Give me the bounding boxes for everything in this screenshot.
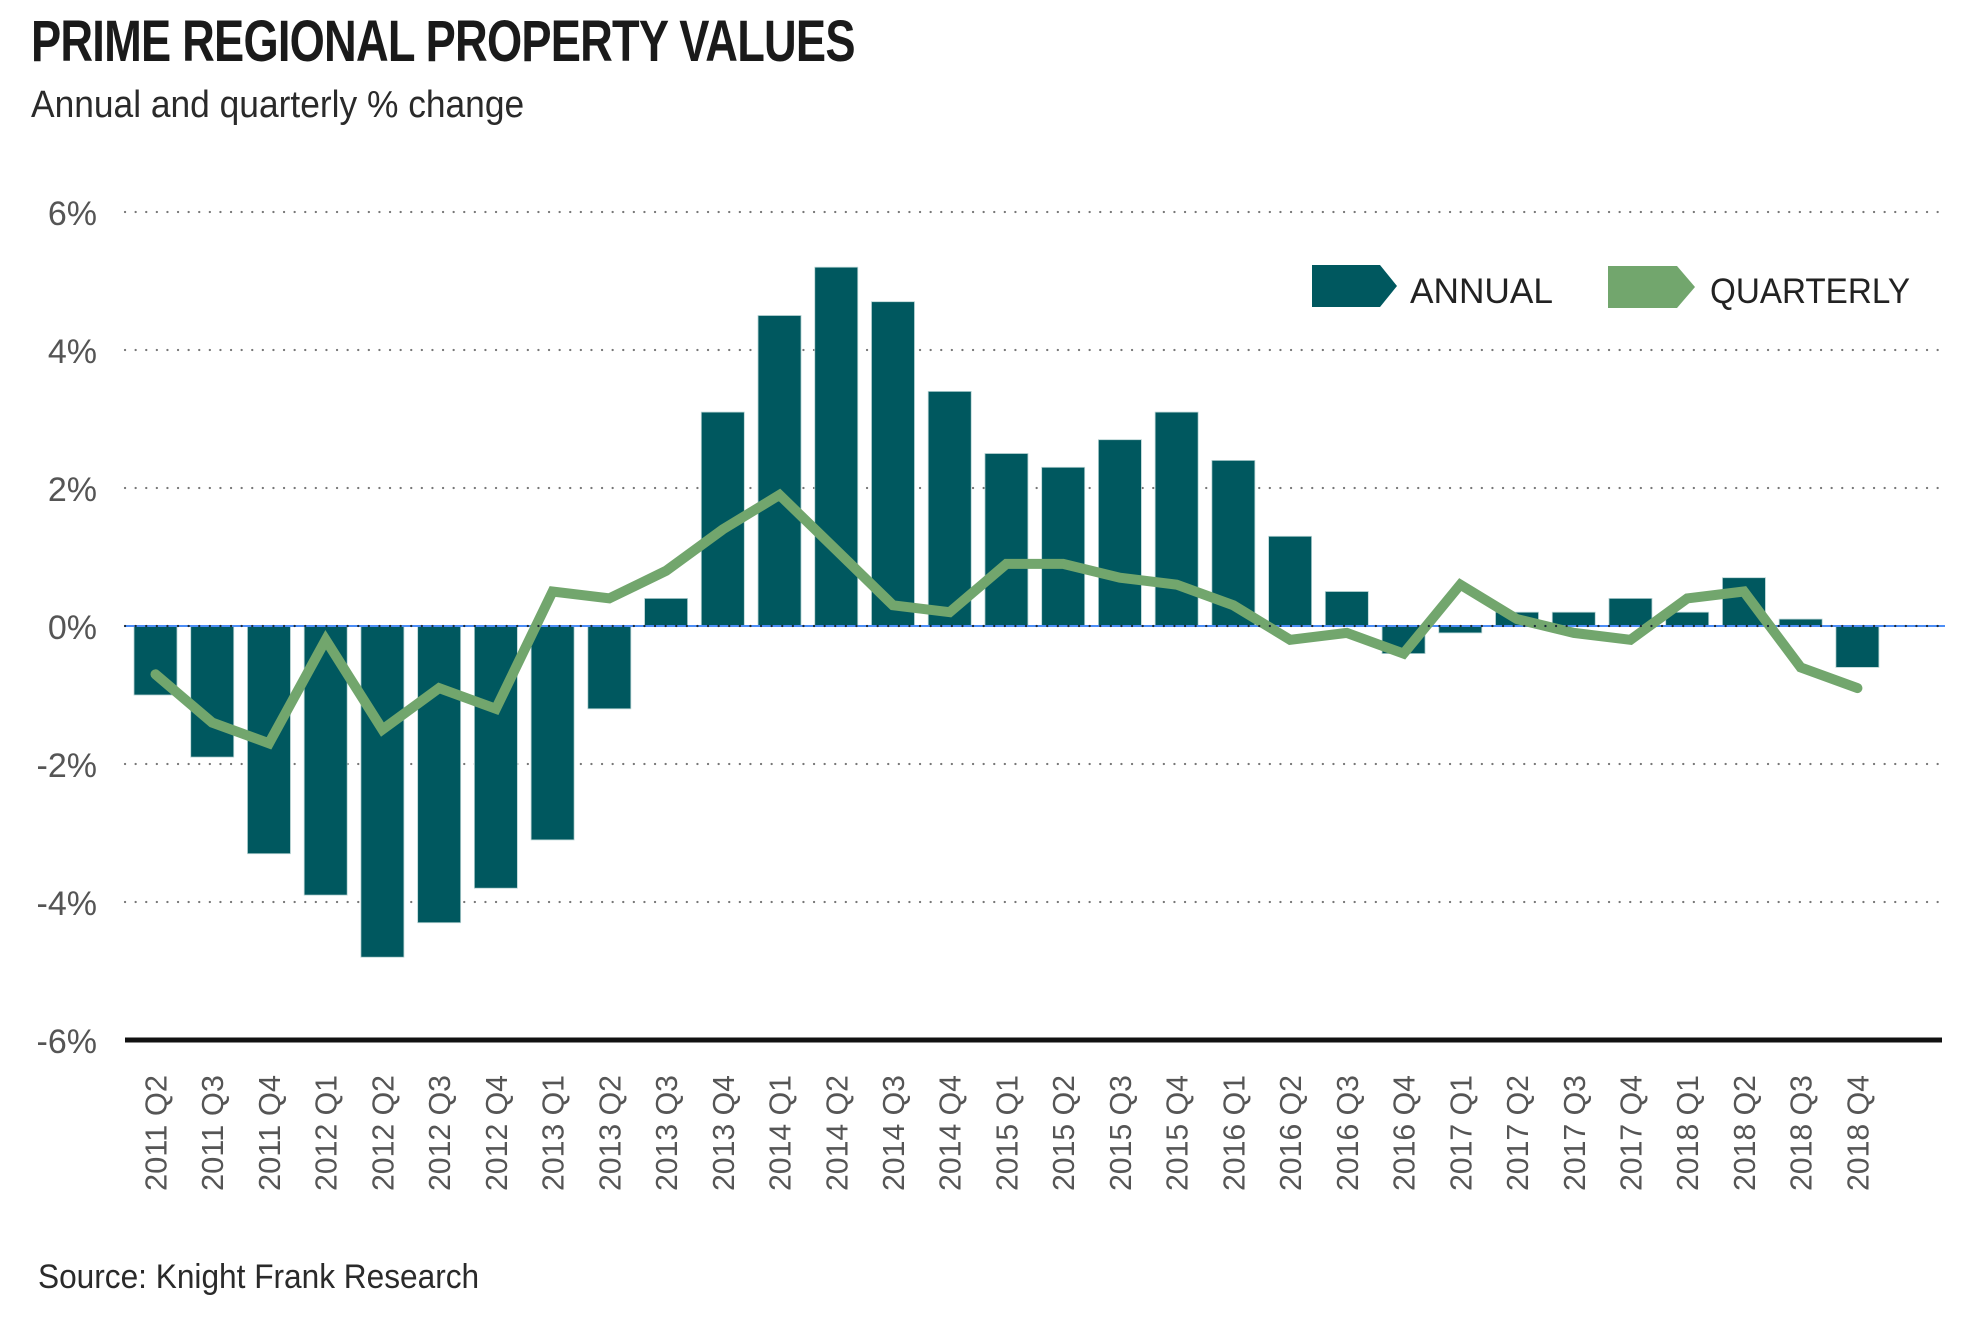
annual-bar — [814, 266, 859, 627]
legend-label-annual: ANNUAL — [1410, 272, 1553, 311]
legend-swatch-quarterly — [1608, 266, 1695, 308]
x-tick-label: 2015 Q3 — [1103, 1075, 1138, 1191]
annual-bar — [417, 625, 462, 924]
x-tick-label: 2017 Q3 — [1557, 1075, 1592, 1191]
x-tick-label: 2018 Q4 — [1840, 1075, 1875, 1191]
y-tick-label: 6% — [48, 195, 97, 233]
x-tick-label: 2014 Q1 — [763, 1075, 798, 1191]
legend-item-annual[interactable]: ANNUAL — [1312, 265, 1553, 311]
x-tick-label: 2015 Q4 — [1160, 1075, 1195, 1191]
x-tick-label: 2018 Q2 — [1727, 1075, 1762, 1191]
x-tick-label: 2013 Q4 — [706, 1075, 741, 1191]
x-tick-label: 2013 Q1 — [536, 1075, 571, 1191]
annual-bar — [1551, 611, 1596, 627]
x-tick-label: 2016 Q4 — [1387, 1075, 1422, 1191]
x-tick-label: 2017 Q4 — [1613, 1075, 1648, 1191]
legend: ANNUAL QUARTERLY — [1312, 265, 1910, 311]
legend-swatch-annual — [1312, 265, 1397, 307]
x-tick-label: 2011 Q2 — [139, 1075, 174, 1191]
annual-bar — [871, 301, 915, 627]
x-tick-label: 2012 Q4 — [479, 1075, 514, 1191]
annual-bars — [133, 266, 1880, 958]
annual-bar — [757, 315, 802, 627]
annual-bar — [1041, 466, 1086, 627]
x-tick-label: 2012 Q3 — [422, 1075, 457, 1191]
x-tick-label: 2013 Q2 — [592, 1075, 627, 1191]
annual-bar — [644, 598, 688, 627]
annual-bar — [473, 625, 518, 889]
x-tick-label: 2016 Q3 — [1330, 1075, 1365, 1191]
x-tick-label: 2015 Q1 — [989, 1075, 1024, 1191]
x-tick-label: 2015 Q2 — [1046, 1075, 1081, 1191]
annual-bar — [360, 625, 405, 958]
y-tick-label: 4% — [48, 333, 97, 371]
x-tick-label: 2013 Q3 — [649, 1075, 684, 1191]
x-axis-ticks: 2011 Q2 2011 Q3 2011 Q4 2012 Q1 2012 Q2 2012 … — [139, 1075, 1876, 1191]
annual-bar — [1835, 625, 1880, 668]
y-tick-label: -4% — [37, 885, 97, 923]
x-tick-label: 2018 Q3 — [1784, 1075, 1819, 1191]
annual-bar — [1608, 598, 1653, 627]
x-tick-label: 2016 Q2 — [1273, 1075, 1308, 1191]
annual-bar — [1324, 591, 1369, 627]
quarterly-line-group — [150, 488, 1863, 750]
y-tick-label: -6% — [37, 1023, 97, 1061]
x-tick-label: 2018 Q1 — [1670, 1075, 1705, 1191]
x-tick-label: 2014 Q4 — [933, 1075, 968, 1191]
y-axis-ticks: 6% 4% 2% 0% -2% -4% -6% — [37, 195, 97, 1061]
x-tick-label: 2017 Q2 — [1500, 1075, 1535, 1191]
legend-item-quarterly[interactable]: QUARTERLY — [1608, 266, 1910, 311]
chart-title: PRIME REGIONAL PROPERTY VALUES — [31, 9, 856, 74]
x-tick-label: 2012 Q2 — [365, 1075, 400, 1191]
annual-bar — [927, 390, 972, 627]
annual-bar — [587, 625, 632, 710]
annual-bar — [1098, 439, 1142, 627]
annual-bar — [1778, 618, 1823, 627]
y-tick-label: 0% — [48, 609, 97, 647]
y-tick-label: -2% — [37, 747, 97, 785]
x-tick-label: 2011 Q3 — [195, 1075, 230, 1191]
chart-subtitle: Annual and quarterly % change — [31, 84, 525, 126]
annual-bar — [530, 625, 575, 841]
y-tick-label: 2% — [48, 471, 97, 509]
x-tick-label: 2016 Q1 — [1216, 1075, 1251, 1191]
annual-bar — [1268, 535, 1312, 627]
x-tick-label: 2017 Q1 — [1443, 1075, 1478, 1191]
annual-bar — [190, 625, 235, 758]
x-tick-label: 2014 Q2 — [819, 1075, 854, 1191]
x-tick-label: 2014 Q3 — [876, 1075, 911, 1191]
x-tick-label: 2012 Q1 — [309, 1075, 344, 1191]
x-tick-label: 2011 Q4 — [252, 1075, 287, 1191]
annual-bar — [984, 453, 1029, 627]
source-note: Source: Knight Frank Research — [38, 1258, 480, 1296]
legend-label-quarterly: QUARTERLY — [1710, 272, 1910, 311]
